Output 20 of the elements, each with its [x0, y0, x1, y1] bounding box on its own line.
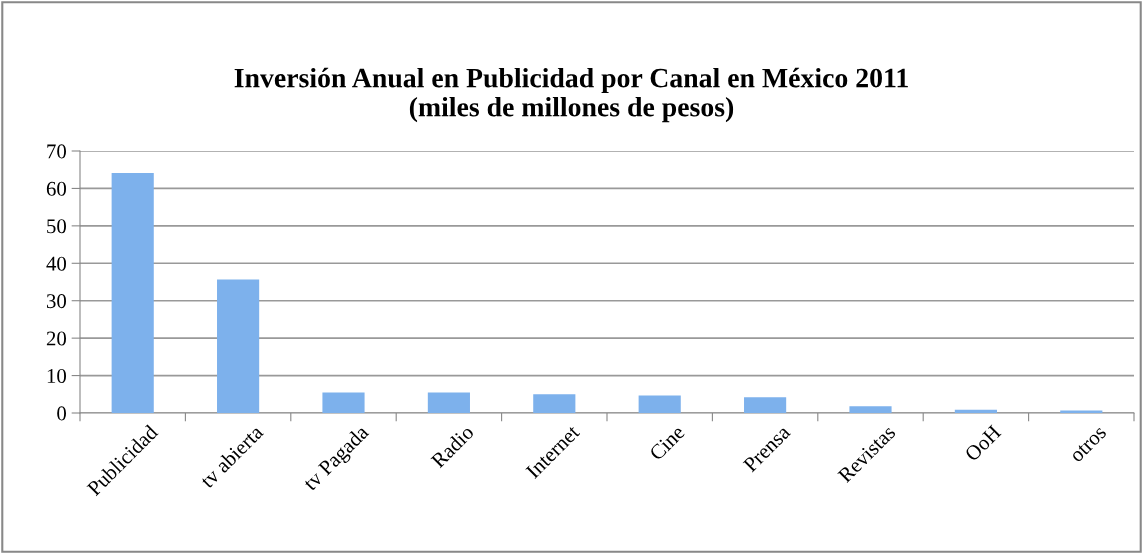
- y-tick-label: 60: [46, 181, 67, 196]
- bar: [427, 392, 470, 413]
- bar: [1060, 410, 1103, 413]
- x-tick-label: otros: [1070, 425, 1107, 463]
- y-tick-label: 0: [57, 406, 67, 421]
- bar: [322, 392, 365, 413]
- bar: [217, 279, 260, 413]
- y-tick-label: 70: [47, 144, 67, 159]
- y-tick-label: 10: [47, 368, 67, 383]
- y-tick-label: 40: [46, 256, 67, 271]
- bar: [638, 395, 681, 413]
- bar: [533, 394, 576, 413]
- y-tick-label: 30: [46, 294, 67, 309]
- chart-title: Inversión Anual en Publicidad por Canal en México 2011 (miles de millones de pesos): [234, 67, 908, 123]
- x-tick-label: Cine: [648, 424, 686, 462]
- y-tick-label: 20: [46, 331, 67, 346]
- bar: [744, 397, 787, 413]
- y-tick-label: 50: [47, 219, 67, 234]
- bar: [849, 406, 892, 413]
- bar: [111, 173, 154, 413]
